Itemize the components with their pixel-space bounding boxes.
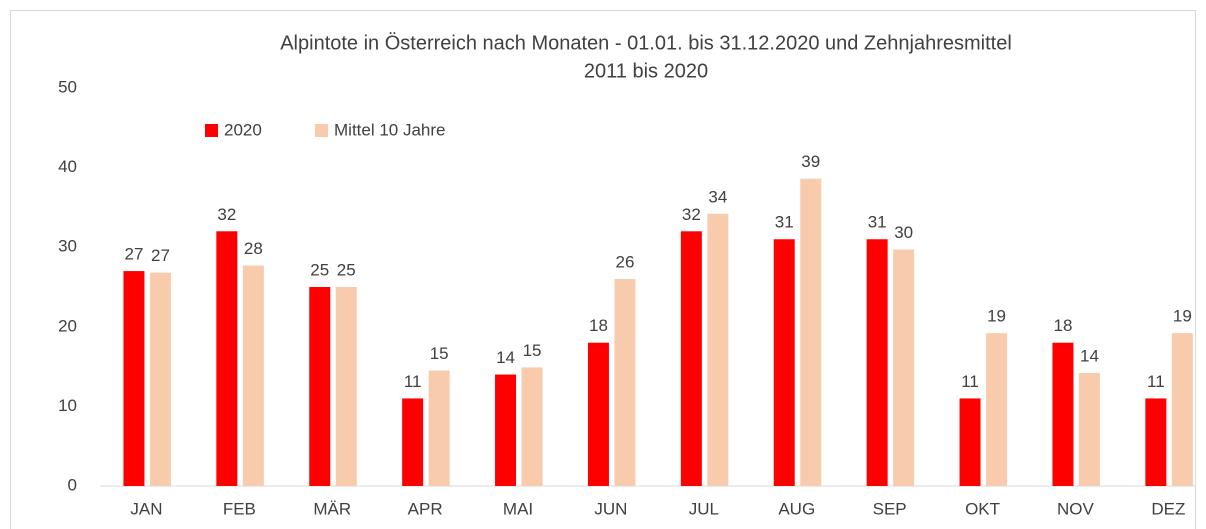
chart-title: 2011 bis 2020: [584, 60, 708, 82]
bar: [335, 287, 357, 486]
data-label: 18: [1053, 316, 1072, 335]
bar: [428, 370, 450, 486]
data-label: 14: [496, 348, 515, 367]
data-label: 15: [430, 344, 449, 363]
data-label: 39: [801, 152, 820, 171]
y-tick-label: 30: [58, 237, 77, 256]
y-tick-label: 0: [68, 475, 77, 494]
bar: [866, 239, 888, 486]
bar: [216, 231, 238, 486]
data-label: 27: [124, 245, 143, 264]
bar: [521, 367, 543, 486]
chart-frame: [10, 10, 1196, 529]
data-label: 32: [682, 205, 701, 224]
x-tick-label: AUG: [778, 499, 815, 518]
x-tick-label: DEZ: [1151, 499, 1185, 518]
data-label: 18: [589, 316, 608, 335]
x-tick-label: JUN: [594, 499, 627, 518]
legend-label: Mittel 10 Jahre: [334, 120, 446, 139]
bar: [707, 213, 729, 486]
bar: [893, 249, 915, 486]
legend-label: 2020: [224, 120, 262, 139]
data-label: 25: [310, 260, 329, 279]
bar: [1171, 333, 1193, 486]
x-tick-label: MÄR: [313, 499, 351, 518]
x-tick-label: APR: [408, 499, 443, 518]
x-tick-label: FEB: [223, 499, 256, 518]
bar: [680, 231, 702, 486]
bar: [773, 239, 795, 486]
x-tick-label: MAI: [503, 499, 533, 518]
data-label: 11: [404, 372, 422, 391]
x-tick-label: JUL: [689, 499, 719, 518]
x-tick-label: SEP: [873, 499, 907, 518]
data-label: 32: [217, 205, 236, 224]
bar: [614, 279, 636, 486]
data-label: 26: [615, 253, 634, 272]
data-label: 19: [987, 307, 1006, 326]
data-label: 25: [337, 260, 356, 279]
bar: [123, 271, 145, 486]
data-label: 14: [1080, 346, 1099, 365]
bar: [1052, 342, 1074, 486]
bar: [149, 272, 171, 486]
data-label: 27: [151, 246, 170, 265]
data-label: 11: [1147, 372, 1165, 391]
bar: [1078, 372, 1100, 486]
bar: [242, 265, 264, 486]
data-label: 30: [894, 223, 913, 242]
data-label: 19: [1173, 307, 1192, 326]
bar: [495, 374, 517, 486]
data-label: 11: [961, 372, 979, 391]
data-label: 34: [708, 187, 727, 206]
bar: [587, 342, 609, 486]
x-tick-label: OKT: [965, 499, 1000, 518]
bar: [800, 178, 822, 486]
y-tick-label: 20: [58, 316, 77, 335]
data-label: 28: [244, 239, 263, 258]
chart-title: Alpintote in Österreich nach Monaten - 0…: [280, 32, 1012, 54]
legend-swatch: [205, 124, 218, 137]
bar: [986, 333, 1008, 486]
y-tick-label: 40: [58, 157, 77, 176]
bar: [402, 398, 424, 486]
data-label: 31: [868, 213, 887, 232]
x-tick-label: JAN: [130, 499, 162, 518]
bar: [309, 287, 331, 486]
bar: [959, 398, 981, 486]
x-tick-label: NOV: [1057, 499, 1095, 518]
y-tick-label: 50: [58, 77, 77, 96]
legend-swatch: [315, 124, 328, 137]
y-tick-label: 10: [58, 396, 77, 415]
bar: [1145, 398, 1167, 486]
data-label: 31: [775, 213, 794, 232]
data-label: 15: [523, 341, 542, 360]
